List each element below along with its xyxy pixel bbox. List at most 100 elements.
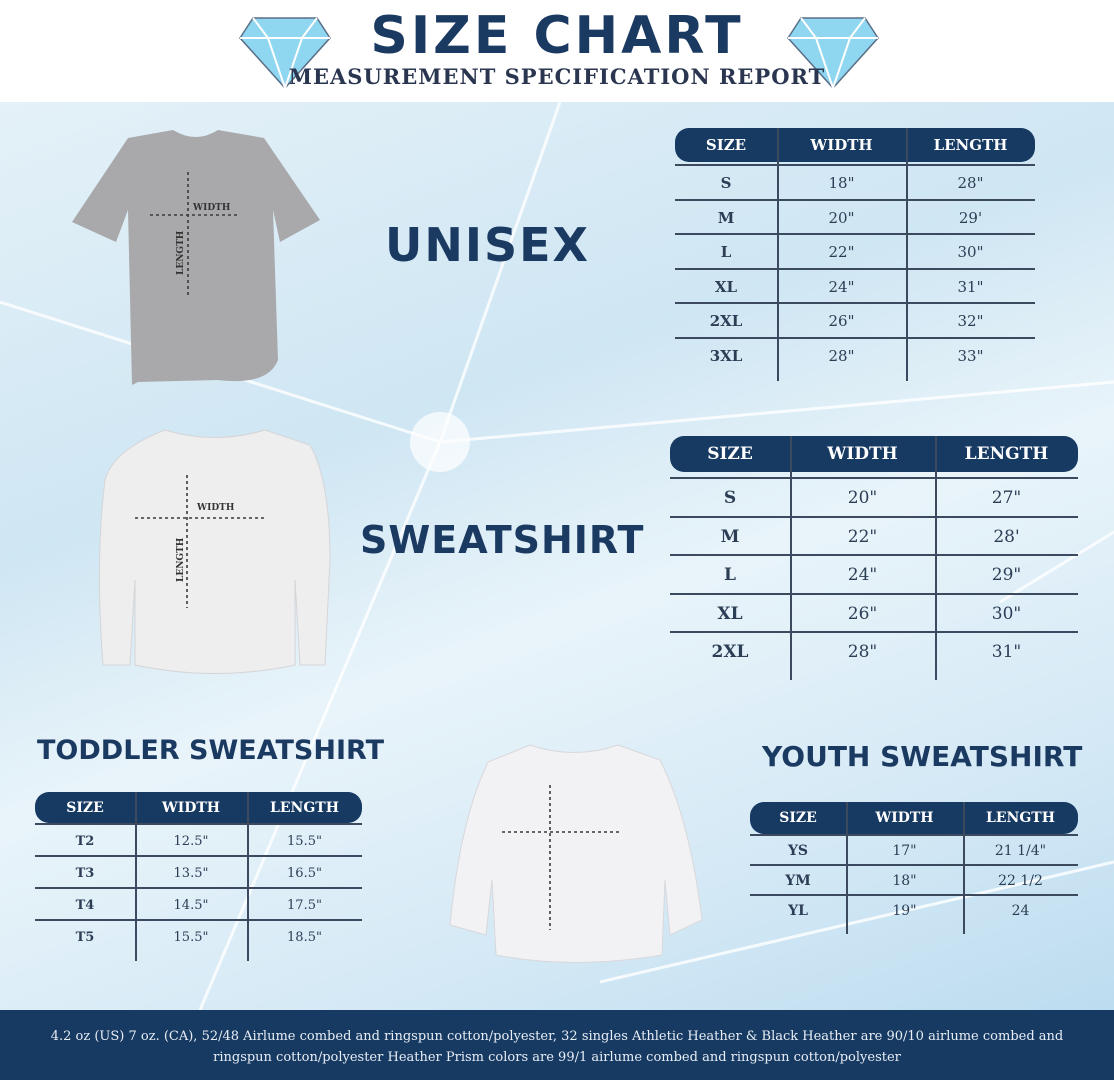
row-divider [675,302,1035,304]
length-cell: 31" [957,277,984,296]
length-label: LENGTH [176,230,186,275]
youth-size-table: SIZE WIDTH LENGTH YS 17" 21 1/4" YM 18" 22 1/2 YL… [750,802,1078,934]
size-cell: S [720,174,732,193]
size-cell: T5 [75,929,95,945]
length-cell: 29" [991,565,1022,586]
length-cell: 21 1/4" [994,843,1047,859]
column-divider [906,128,908,381]
width-label: WIDTH [192,203,231,213]
length-cell: 29' [958,208,983,227]
row-divider [675,198,1035,201]
column-header-length: LENGTH [986,810,1055,826]
width-cell: 24" [828,277,855,296]
length-cell: 32" [957,312,984,331]
size-cell: XL [717,603,743,624]
row-divider [670,477,1078,479]
table-header [670,436,1078,472]
length-cell: 30" [991,603,1022,624]
size-cell: T2 [75,833,95,849]
row-divider [675,164,1035,166]
footer-fabric-info: 4.2 oz (US) 7 oz. (CA), 52/48 Airlume co… [0,1010,1114,1080]
width-cell: 28" [828,346,855,365]
column-divider [935,436,937,680]
size-cell: 3XL [709,346,743,365]
column-header-size: SIZE [66,799,104,816]
width-cell: 13.5" [173,865,209,881]
unisex-title: UNISEX [385,218,590,272]
length-cell: 31" [991,642,1022,663]
column-divider [247,792,249,961]
row-divider [35,919,362,921]
row-divider [750,864,1078,866]
size-cell: M [717,208,735,227]
table-header [35,792,362,823]
column-divider [777,128,779,381]
column-header-length: LENGTH [933,136,1008,154]
column-header-width: WIDTH [810,136,873,154]
page-subtitle: MEASUREMENT SPECIFICATION REPORT [288,64,826,89]
row-divider [670,631,1078,633]
width-cell: 14.5" [173,897,209,913]
size-cell: M [720,526,740,547]
width-cell: 18" [828,174,855,193]
row-divider [670,592,1078,595]
length-cell: 30" [957,243,984,262]
row-divider [670,515,1078,518]
column-header-length: LENGTH [270,799,339,816]
size-cell: L [720,243,732,262]
sweatshirt-title: SWEATSHIRT [360,518,645,562]
table-header [750,802,1078,834]
width-cell: 28" [847,642,878,663]
row-divider [675,336,1035,339]
size-cell: XL [714,277,738,296]
length-label: LENGTH [176,537,186,582]
row-divider [35,887,362,889]
width-cell: 18" [892,873,917,889]
toddler-sweatshirt-image [449,744,703,963]
header: SIZE CHART MEASUREMENT SPECIFICATION REP… [0,0,1114,102]
length-cell: 33" [957,346,984,365]
size-cell: YL [788,903,808,919]
length-cell: 27" [991,488,1022,509]
size-cell: T4 [75,897,95,913]
width-cell: 19" [892,903,917,919]
row-divider [675,233,1035,235]
column-divider [790,436,792,680]
diamond-icon [239,17,331,90]
column-header-width: WIDTH [161,799,221,816]
row-divider [675,267,1035,270]
length-cell: 28' [993,526,1020,547]
youth-title: YOUTH SWEATSHIRT [762,740,1083,773]
tshirt-image: WIDTH LENGTH [72,130,320,385]
sweatshirt-image: WIDTH LENGTH [98,429,331,674]
width-cell: 22" [847,526,878,547]
row-divider [750,894,1078,896]
length-cell: 15.5" [287,833,322,849]
length-cell: 17.5" [287,897,322,913]
size-cell: YS [787,843,809,859]
width-cell: 24" [847,565,878,586]
column-divider [135,792,137,961]
column-header-width: WIDTH [827,444,898,464]
diamond-icon [787,17,879,90]
row-divider [670,554,1078,556]
size-cell: T3 [75,865,95,881]
size-cell: YM [785,873,811,889]
width-cell: 17" [892,843,917,859]
row-divider [750,834,1078,836]
column-divider [963,802,965,934]
page-title: SIZE CHART [370,6,744,66]
width-cell: 12.5" [173,833,209,849]
size-cell: 2XL [711,642,749,663]
background-lines [0,102,1114,1010]
sweatshirt-size-table: SIZE WIDTH LENGTH S 20" 27" M 22" 28' L 24" 29" XL 26… [670,436,1078,680]
column-header-size: SIZE [705,136,747,154]
width-cell: 15.5" [173,929,209,945]
row-divider [35,855,362,857]
size-cell: 2XL [709,312,743,331]
column-divider [846,802,848,934]
width-cell: 22" [828,243,855,262]
table-header [675,128,1035,162]
size-cell: L [724,565,736,586]
column-header-length: LENGTH [964,444,1049,464]
